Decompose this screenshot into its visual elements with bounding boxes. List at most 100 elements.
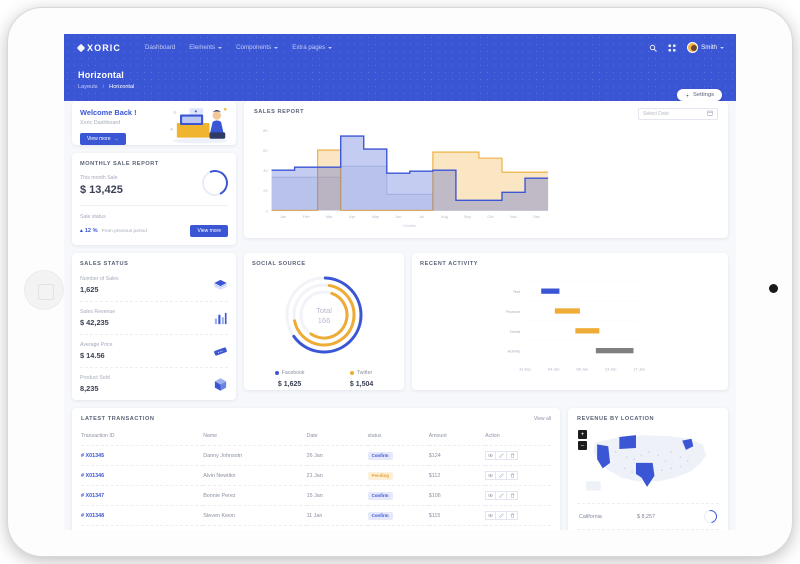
nav-item-components[interactable]: Components <box>236 44 279 51</box>
x-tick-label: Apr <box>349 214 356 219</box>
arrow-right-icon: → <box>113 136 119 142</box>
table-row[interactable]: # X01347 Bonnie Perez 15 Jan Confirm $106 <box>81 485 551 506</box>
monthly-view-more-button[interactable]: View more <box>190 225 228 237</box>
chevron-down-icon <box>274 46 279 49</box>
delete-icon[interactable] <box>507 471 519 480</box>
calendar-icon <box>707 110 713 118</box>
welcome-view-more-button[interactable]: View more → <box>80 133 126 145</box>
avatar <box>687 42 699 53</box>
row-actions <box>485 511 551 520</box>
delete-icon[interactable] <box>507 491 519 500</box>
latest-transaction-title: LATEST TRANSACTION <box>81 416 155 422</box>
x-tick-label: Nov <box>510 214 517 219</box>
view-icon[interactable] <box>485 491 497 500</box>
table-row[interactable]: # X01349Bryan Roack08 JanCancel$105 <box>81 525 551 530</box>
view-all-link[interactable]: View all <box>533 416 551 422</box>
map-zoom-controls: + – <box>578 430 587 450</box>
top-navigation-bar: XORIC Dashboard Elements Components <box>64 34 736 101</box>
legend-item-facebook: Facebook $ 1,625 <box>274 370 305 388</box>
x-tick-label: Oct <box>487 214 494 219</box>
delete-icon[interactable] <box>507 451 519 460</box>
sales-status-item-sales-revenue: Sales Revenue $ 42,235 <box>80 302 228 335</box>
revenue-location-name: California <box>579 513 602 520</box>
user-menu[interactable]: Smith <box>687 42 724 53</box>
legend-value: $ 1,625 <box>277 381 302 388</box>
trend-up-icon: ▴ <box>80 228 83 234</box>
nav-item-elements[interactable]: Elements <box>189 44 223 51</box>
social-source-column: SOCIAL SOURCE Total 166 <box>244 253 404 400</box>
cell-action <box>485 485 551 506</box>
revenue-progress-ring <box>701 507 720 526</box>
cell-transaction-id: # X01346 <box>81 465 204 486</box>
x-tick-label: Jul <box>419 214 424 219</box>
breadcrumb-item-layouts[interactable]: Layouts <box>78 84 98 90</box>
select-date-input[interactable]: Select Date <box>638 108 718 120</box>
y-tick-label: 60 <box>263 148 268 153</box>
edit-icon[interactable] <box>496 451 508 460</box>
revenue-location-value: $ 8,257 <box>636 513 655 520</box>
search-icon[interactable] <box>649 44 657 52</box>
cell-name: Alvin Newtikn <box>203 465 307 486</box>
edit-icon[interactable] <box>496 471 508 480</box>
edit-icon[interactable] <box>496 511 508 520</box>
activity-bar <box>595 348 634 354</box>
usa-map[interactable] <box>577 424 719 498</box>
view-icon[interactable] <box>485 511 497 520</box>
row-actions <box>485 471 551 480</box>
recent-activity-card: RECENT ACTIVITY Test Finance Dewit Activity… <box>412 253 728 390</box>
brand-name: XORIC <box>87 42 122 53</box>
brand-logo[interactable]: XORIC <box>76 42 122 53</box>
monthly-progress-ring <box>198 166 232 200</box>
delete-icon[interactable] <box>507 511 519 520</box>
page-header: Horizontal Layouts / Horizontal Settings <box>64 61 736 101</box>
cell-date: 15 Jan <box>306 485 368 506</box>
sale-status-label: Sale status <box>80 214 106 220</box>
map-zoom-out-button[interactable]: – <box>578 441 587 450</box>
y-tick-label: 80 <box>263 128 268 133</box>
transactions-table-body: # X01345 Danny Johnsotn 26 Jan Confirm $124 #… <box>81 445 551 530</box>
chevron-down-icon <box>720 46 724 49</box>
map-zoom-in-button[interactable]: + <box>578 430 587 439</box>
home-button[interactable] <box>24 270 64 310</box>
nav-item-extra-pages[interactable]: Extra pages <box>292 44 333 51</box>
settings-button[interactable]: Settings <box>677 89 722 101</box>
percent-note: From previous period <box>101 228 147 234</box>
monthly-sale-label: This month Sale <box>80 175 118 181</box>
cell-date: 26 Jan <box>306 445 368 466</box>
camera-dot <box>769 284 778 293</box>
tablet-device-frame: XORIC Dashboard Elements Components <box>8 8 792 556</box>
item-value: 8,235 <box>80 384 99 393</box>
table-row[interactable]: # X01345 Danny Johnsotn 26 Jan Confirm $124 <box>81 445 551 466</box>
view-icon[interactable] <box>485 471 497 480</box>
donut-center-value: 166 <box>318 316 331 325</box>
activity-bar <box>541 288 560 294</box>
table-row[interactable]: # X01348 Steven Kwon 11 Jan Confirm $115 <box>81 505 551 526</box>
cell-action <box>485 525 551 530</box>
revenue-by-location-title: REVENUE BY LOCATION <box>577 416 655 422</box>
revenue-row: California $ 8,257 <box>577 503 720 529</box>
edit-icon[interactable] <box>496 491 508 500</box>
grid-apps-icon[interactable] <box>668 44 676 52</box>
view-icon[interactable] <box>485 451 497 460</box>
x-tick-label: 08 Jan <box>576 368 588 372</box>
cell-status: Confirm <box>367 445 429 466</box>
col-transaction-id: Transaction ID <box>81 433 115 439</box>
cell-name: Bryan Roack <box>203 525 307 530</box>
content-row-3: LATEST TRANSACTION View all Transaction … <box>72 408 728 530</box>
table-row[interactable]: # X01346 Alvin Newtikn 21 Jan Pending $112 <box>81 465 551 486</box>
x-tick-label: Jan <box>280 214 286 219</box>
legend-label: Facebook <box>281 370 305 376</box>
breadcrumb: Layouts / Horizontal <box>78 84 722 90</box>
cell-status: Pending <box>367 465 429 486</box>
nav-item-label: Extra pages <box>292 44 326 51</box>
chevron-down-icon <box>328 46 333 49</box>
latest-transaction-card: LATEST TRANSACTION View all Transaction … <box>72 408 560 530</box>
x-tick-label: Feb <box>303 214 311 219</box>
chevron-down-icon <box>218 46 223 49</box>
category-label: Activity <box>507 349 521 354</box>
nav-item-dashboard[interactable]: Dashboard <box>145 44 175 51</box>
breadcrumb-item-current: Horizontal <box>109 84 135 90</box>
revenue-location-column: REVENUE BY LOCATION + – <box>568 408 728 530</box>
recent-activity-chart: Test Finance Dewit Activity 31 Dec 04 Jan 08 J… <box>506 280 645 372</box>
y-tick-label: 20 <box>263 188 268 193</box>
